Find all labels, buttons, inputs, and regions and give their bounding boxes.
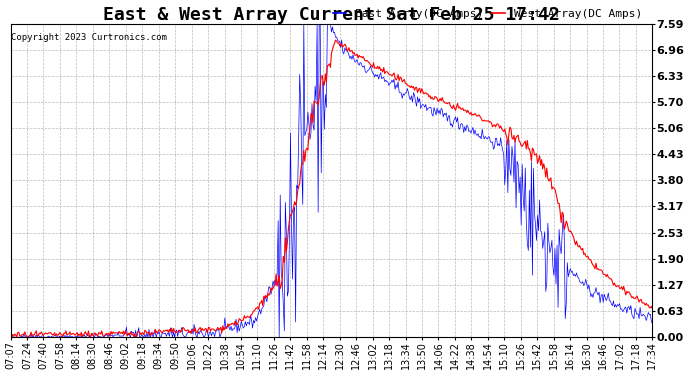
Title: East & West Array Current Sat Feb 25 17:42: East & West Array Current Sat Feb 25 17:… [103, 6, 560, 24]
Text: Copyright 2023 Curtronics.com: Copyright 2023 Curtronics.com [10, 33, 166, 42]
Legend: East Array(DC Amps), West Array(DC Amps): East Array(DC Amps), West Array(DC Amps) [328, 4, 647, 23]
